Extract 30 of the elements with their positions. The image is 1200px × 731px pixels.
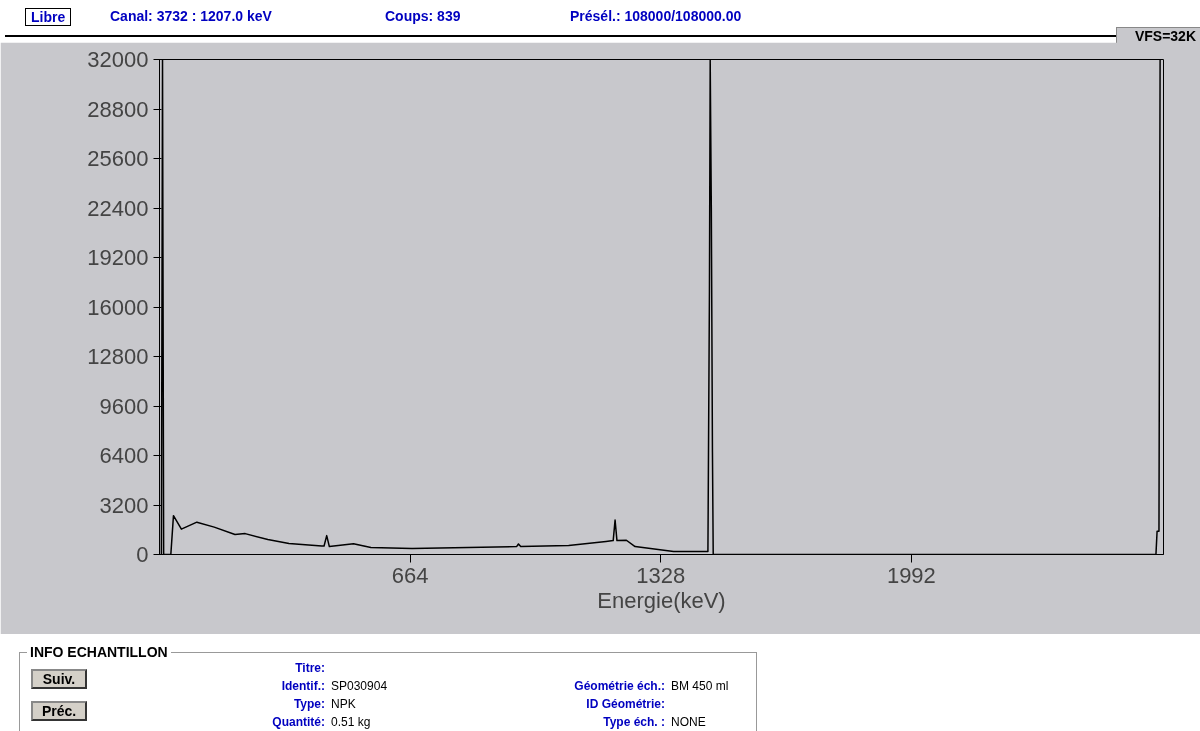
text: Identif.: SP030904 (281, 679, 388, 693)
y-tick-label: 22400 (87, 195, 149, 221)
text: Type éch. : NONE (603, 715, 706, 729)
text: Présél.: 108000/108000.00 (570, 8, 742, 24)
text: Quantité: 0.51 kg (272, 715, 371, 729)
x-tick-label: 1992 (886, 562, 936, 588)
x-tick-label: 664 (391, 562, 429, 588)
text: Coups: 839 (385, 8, 461, 24)
text: Suiv. (31, 669, 87, 689)
y-tick-label: 19200 (87, 245, 149, 270)
y-tick-label: 3200 (99, 492, 149, 518)
y-tick-label: 28800 (87, 96, 149, 122)
y-tick-label: 9600 (99, 393, 149, 419)
y-tick-label: 0 (136, 542, 149, 567)
x-tick-label: 1328 (636, 562, 686, 588)
y-tick-label: 32000 (87, 47, 149, 72)
y-tick-label: 16000 (87, 294, 149, 320)
text: Géométrie éch.: BM 450 ml (574, 679, 729, 693)
x-axis-title: Energie(keV) (597, 587, 726, 613)
y-tick-label: 25600 (87, 146, 149, 171)
text: VFS=32K (1115, 27, 1200, 45)
text: ID Géométrie: (586, 697, 665, 711)
y-tick-label: 12800 (87, 344, 149, 369)
text: Canal: 3732 : 1207.0 keV (110, 8, 272, 24)
text: Titre: (295, 661, 325, 675)
text: Libre (25, 8, 72, 26)
y-tick-label: 6400 (99, 443, 149, 468)
text: INFO ECHANTILLON (27, 644, 171, 660)
text: Type: NPK (293, 697, 356, 711)
text: Préc. (31, 701, 87, 721)
